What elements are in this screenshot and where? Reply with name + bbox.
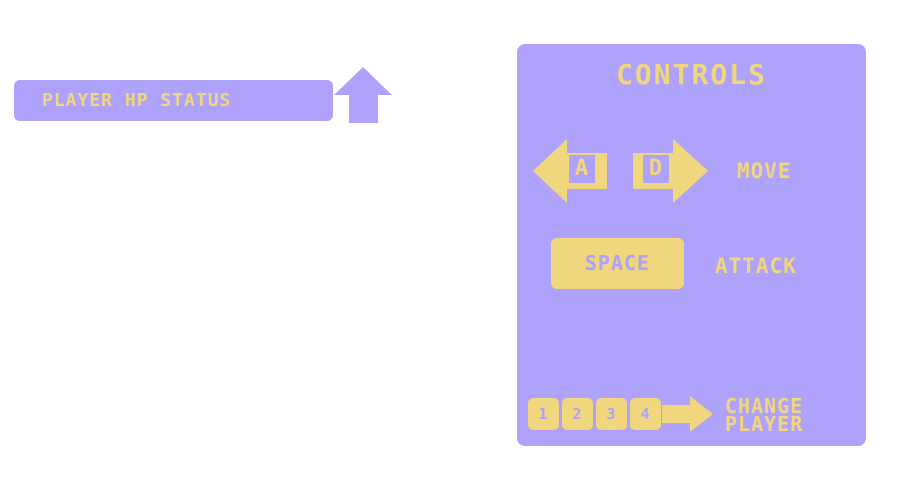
key-2: 2 [562,398,593,430]
change-player-label: CHANGE PLAYER [725,394,804,436]
key-4: 4 [630,398,661,430]
number-keys: 1 2 3 4 [528,398,661,430]
attack-label: ATTACK [715,254,797,278]
space-key: SPACE [551,238,684,289]
player-hp-status-bar: PLAYER HP STATUS [14,80,333,121]
key-a-label: A [569,155,595,183]
key-d-label: D [643,155,669,183]
change-label-line2: PLAYER [725,412,804,436]
up-arrow-icon [334,67,392,123]
right-arrow-icon [662,396,713,432]
move-left-key: A [533,139,607,203]
controls-panel: CONTROLS A D MOVE SPACE ATTACK 1 2 3 4 C… [517,44,866,446]
hp-status-label: PLAYER HP STATUS [42,90,232,111]
key-1: 1 [528,398,559,430]
controls-title: CONTROLS [616,58,767,91]
move-label: MOVE [737,159,792,183]
move-right-key: D [633,139,708,203]
change-label-line1: CHANGE [725,394,804,418]
key-3: 3 [596,398,627,430]
